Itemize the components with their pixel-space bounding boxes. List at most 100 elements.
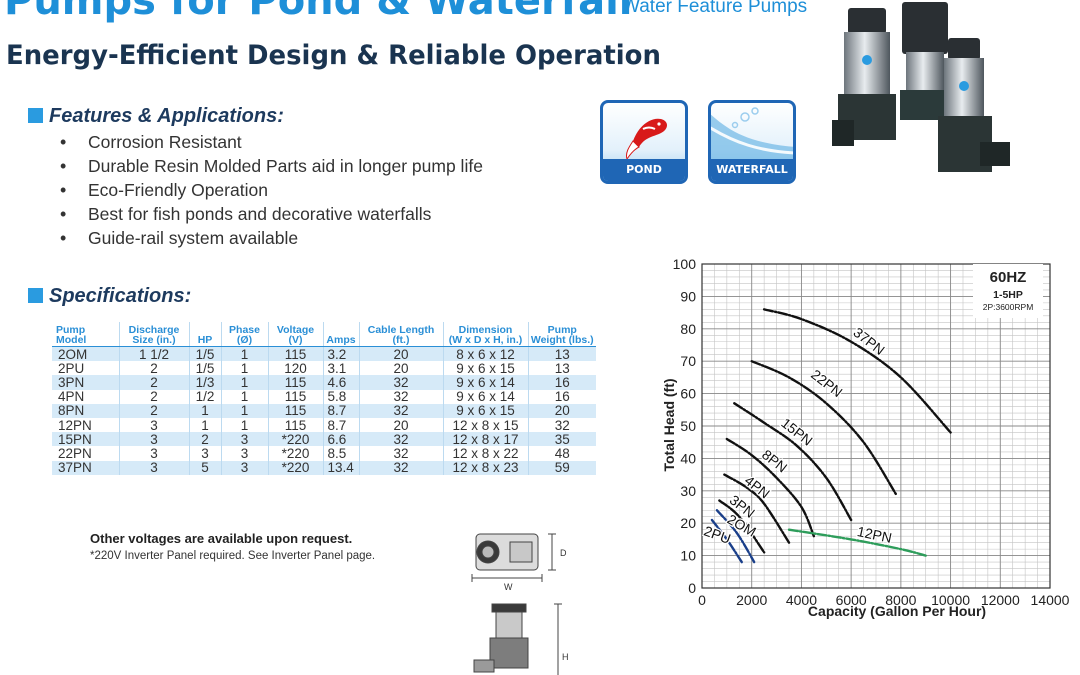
table-cell: 2 <box>118 361 189 376</box>
table-cell: 9 x 6 x 15 <box>442 403 528 418</box>
table-row: 37PN 3 5 3 *220 13.4 32 12 x 8 x 23 59 <box>52 460 596 475</box>
table-cell: 12PN <box>58 417 92 433</box>
dimension-drawing: D W H <box>471 533 569 675</box>
table-cell: 4PN <box>58 389 85 405</box>
plot-frame <box>701 263 1051 589</box>
table-cell: 1 <box>220 389 268 404</box>
waterfall-badge-label: WATERFALL <box>711 159 793 181</box>
inverter-note: *220V Inverter Panel required. See Inver… <box>90 550 376 562</box>
table-cell: 4.6 <box>322 375 359 390</box>
column-header: Phase (Ø) <box>220 322 268 347</box>
column-header: Pump Weight (lbs.) <box>527 322 596 347</box>
table-cell: 20 <box>358 346 443 362</box>
table-cell: 3 <box>118 446 189 461</box>
table-cell: 16 <box>527 375 596 390</box>
column-header: HP <box>188 322 221 347</box>
y-tick-label: 60 <box>680 386 696 402</box>
series-line-22pn <box>750 360 898 496</box>
table-cell: 1 1/2 <box>118 346 189 362</box>
depth-label: D <box>560 548 567 558</box>
x-tick-label: 2000 <box>736 592 767 608</box>
table-cell: 3.2 <box>322 346 359 362</box>
table-cell: 115 <box>267 346 323 362</box>
page-subtitle: Water Feature Pumps <box>622 0 808 17</box>
y-tick-label: 80 <box>680 321 696 337</box>
table-cell: 3 <box>220 460 268 475</box>
table-cell: 8.7 <box>322 403 359 418</box>
y-axis-label: Total Head (ft) <box>661 378 677 471</box>
features-heading-text: Features & Applications: <box>49 105 284 127</box>
x-tick-label: 8000 <box>885 592 916 608</box>
table-row: 3PN 2 1/3 1 115 4.6 32 9 x 6 x 14 16 <box>52 375 596 390</box>
y-tick-label: 90 <box>680 288 696 304</box>
specs-heading: Specifications: <box>28 285 191 308</box>
table-cell: 1/5 <box>188 361 221 376</box>
series-line-4pn <box>723 473 791 544</box>
feature-item: Corrosion Resistant <box>60 130 483 154</box>
table-cell: 8PN <box>52 403 119 418</box>
table-cell: 37PN <box>52 460 119 475</box>
table-cell: 1/5 <box>188 346 221 362</box>
y-tick-label: 70 <box>680 353 696 369</box>
table-cell: 5.8 <box>322 389 359 404</box>
table-cell: 3.1 <box>322 361 359 376</box>
table-cell: 3 <box>220 446 268 461</box>
specs-heading-text: Specifications: <box>49 285 192 307</box>
x-tick-label: 6000 <box>836 592 867 608</box>
table-row: 2OM 1 1/2 1/5 1 115 3.2 20 8 x 6 x 12 13 <box>52 346 596 362</box>
table-cell: 59 <box>527 460 596 475</box>
table-cell: 3 <box>220 432 268 447</box>
table-cell: 1 <box>220 346 268 362</box>
table-cell: 3 <box>188 446 221 461</box>
table-row: 2PU 2 1/5 1 120 3.1 20 9 x 6 x 15 13 <box>52 361 596 376</box>
table-cell: 1 <box>220 417 268 433</box>
square-bullet-icon <box>28 288 43 303</box>
table-cell: 32 <box>358 460 443 475</box>
table-cell: 12 x 8 x 15 <box>442 417 528 433</box>
chart-legend-box: 60HZ 1-5HP 2P:3600RPM <box>973 264 1043 318</box>
table-cell: 1/3 <box>188 375 221 390</box>
table-cell: 3 <box>118 417 189 433</box>
series-label: 12PN <box>856 523 894 546</box>
series-line-15pn <box>733 402 853 522</box>
table-cell: 1 <box>188 403 221 418</box>
table-cell: 8 x 6 x 12 <box>442 346 528 362</box>
table-cell: 8.5 <box>322 446 359 461</box>
waterfall-icon <box>711 107 793 163</box>
koi-fish-icon <box>626 118 667 161</box>
y-tick-label: 40 <box>680 450 696 466</box>
column-header: Pump Model <box>52 322 119 347</box>
square-bullet-icon <box>28 108 43 123</box>
table-cell: 8.7 <box>322 417 359 433</box>
table-cell: 9 x 6 x 14 <box>442 375 528 390</box>
x-tick-label: 4000 <box>786 592 817 608</box>
table-cell: 13 <box>527 361 596 376</box>
table-cell: 1 <box>220 361 268 376</box>
table-cell: 1 <box>220 375 268 390</box>
chart-ticks: 0 10 20 30 40 50 60 70 80 90 100 0 2000 4000 6000 8000 1… <box>673 256 1070 608</box>
x-tick-label: 10000 <box>931 592 970 608</box>
table-header-row: Pump Model Discharge Size (in.) HP Phase (Ø… <box>52 322 596 347</box>
table-cell: 9 x 6 x 15 <box>442 361 528 376</box>
y-tick-label: 0 <box>688 580 696 596</box>
table-cell: 2 <box>118 375 189 390</box>
table-cell: 32 <box>358 375 443 390</box>
y-tick-label: 10 <box>680 548 696 564</box>
table-cell: 115 <box>267 403 323 418</box>
feature-item: Durable Resin Molded Parts aid in longer… <box>60 154 483 178</box>
legend-rpm: 2P:3600RPM <box>983 302 1034 312</box>
table-cell: 13 <box>527 346 596 362</box>
table-cell: 120 <box>267 361 323 376</box>
x-axis-label: Capacity (Gallon Per Hour) <box>808 603 986 619</box>
series-line-8pn <box>725 437 816 538</box>
tagline: Energy-Efficient Design & Reliable Opera… <box>6 40 661 71</box>
series-line-37pn <box>762 308 952 434</box>
column-header: Cable Length (ft.) <box>358 322 443 347</box>
series-line-3pn <box>718 499 766 554</box>
series-line-2om <box>715 509 756 564</box>
table-cell: 5 <box>188 460 221 475</box>
x-tick-label: 0 <box>698 592 706 608</box>
column-header: Amps <box>322 322 359 347</box>
x-tick-label: 14000 <box>1031 592 1070 608</box>
